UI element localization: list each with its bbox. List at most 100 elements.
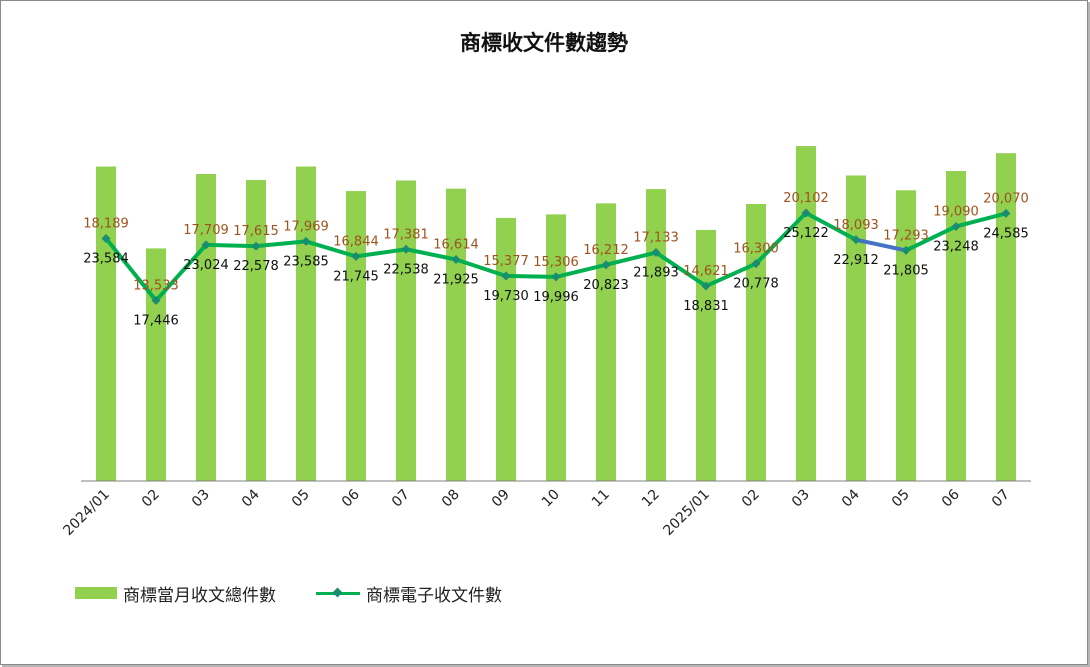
line-marker-17: [951, 221, 961, 231]
line-label-9: 15,306: [533, 255, 579, 270]
line-marker-16: [901, 245, 911, 255]
bar-label-5: 21,745: [333, 269, 379, 284]
bar-11: [646, 189, 666, 482]
bar-10: [596, 203, 616, 482]
line-label-3: 17,615: [233, 224, 279, 239]
line-segment-8: [504, 273, 558, 279]
line-segment-0: [104, 236, 158, 303]
line-marker-0: [101, 233, 111, 243]
line-segment-3: [254, 239, 308, 249]
bar-4: [296, 166, 316, 482]
line-segment-4: [304, 239, 358, 259]
bar-2: [196, 174, 216, 481]
line-marker-7: [451, 254, 461, 264]
x-tick-label-1: 02: [139, 487, 163, 511]
line-label-10: 16,212: [583, 243, 629, 258]
bar-label-14: 25,122: [783, 226, 829, 241]
x-tick-label-8: 09: [489, 487, 513, 511]
line-label-17: 19,090: [933, 204, 979, 219]
bar-12: [696, 229, 716, 481]
bar-13: [746, 203, 766, 481]
x-tick-label-0: 2024/01: [60, 487, 112, 539]
bar-label-2: 23,024: [183, 258, 229, 273]
line-segment-16: [904, 224, 958, 253]
bar-label-16: 21,805: [883, 263, 929, 278]
line-marker-6: [401, 244, 411, 254]
line-segment-14: [804, 210, 858, 242]
line-label-7: 16,614: [433, 237, 479, 252]
legend-line-label: 商標電子收文件數: [366, 585, 502, 606]
line-label-13: 16,300: [733, 242, 779, 257]
bar-label-9: 19,996: [533, 290, 579, 305]
x-tick-label-4: 05: [289, 487, 313, 511]
line-segment-15: [854, 237, 908, 253]
line-marker-3: [251, 241, 261, 251]
bar-1: [146, 248, 166, 481]
line-marker-14: [801, 208, 811, 218]
bar-label-3: 22,578: [233, 259, 279, 274]
bar-15: [846, 175, 866, 482]
line-marker-18: [1001, 208, 1011, 218]
line-label-8: 15,377: [483, 254, 529, 269]
line-segment-10: [604, 250, 658, 267]
bar-label-10: 20,823: [583, 278, 629, 293]
bar-3: [246, 179, 266, 481]
line-label-6: 17,381: [383, 227, 429, 242]
line-segment-1: [154, 242, 208, 303]
line-marker-15: [851, 235, 861, 245]
bar-label-4: 23,585: [283, 254, 329, 269]
x-tick-label-6: 07: [389, 487, 413, 511]
bar-16: [896, 190, 916, 481]
line-marker-13: [751, 259, 761, 269]
bar-label-11: 21,893: [633, 266, 679, 281]
line-marker-5: [351, 251, 361, 261]
line-marker-10: [601, 260, 611, 270]
line-marker-11: [651, 248, 661, 258]
x-tick-label-15: 04: [839, 486, 863, 510]
line-label-11: 17,133: [633, 231, 679, 246]
bar-label-17: 23,248: [933, 239, 979, 254]
line-label-12: 14,621: [683, 264, 729, 279]
line-marker-2: [201, 240, 211, 250]
chart-title: 商標收文件數趨勢: [460, 31, 628, 55]
bar-18: [996, 153, 1016, 481]
x-tick-label-16: 05: [889, 487, 913, 511]
bar-label-12: 18,831: [683, 299, 729, 314]
line-segment-9: [554, 262, 608, 279]
bar-label-13: 20,778: [733, 277, 779, 292]
x-tick-label-9: 10: [539, 487, 563, 511]
x-tick-label-12: 2025/01: [660, 487, 712, 539]
line-label-0: 18,189: [83, 216, 129, 231]
x-tick-label-13: 02: [739, 487, 763, 511]
x-tick-label-7: 08: [439, 487, 463, 511]
line-segment-12: [704, 261, 758, 289]
line-marker-8: [501, 271, 511, 281]
line-label-16: 17,293: [883, 228, 929, 243]
x-tick-label-11: 12: [639, 487, 663, 511]
line-label-2: 17,709: [183, 223, 229, 238]
bar-label-0: 23,584: [83, 251, 129, 266]
line-label-14: 20,102: [783, 191, 829, 206]
chart-legend: 商標當月收文總件數 商標電子收文件數: [75, 581, 542, 606]
line-segment-6: [404, 247, 458, 262]
bar-label-1: 17,446: [133, 314, 179, 329]
line-segment-11: [654, 250, 708, 289]
bar-5: [346, 191, 366, 482]
line-label-15: 18,093: [833, 218, 879, 233]
line-segment-17: [954, 211, 1008, 229]
bar-14: [796, 146, 816, 482]
line-segment-7: [454, 257, 508, 278]
bar-label-8: 19,730: [483, 289, 529, 304]
legend-bar-swatch: [75, 587, 117, 599]
line-segment-5: [354, 247, 408, 259]
x-tick-label-17: 06: [939, 486, 963, 510]
bar-6: [396, 180, 416, 481]
bar-label-18: 24,585: [983, 226, 1029, 241]
line-label-4: 17,969: [283, 219, 329, 234]
line-marker-1: [151, 296, 161, 306]
legend-line-swatch: [316, 587, 360, 599]
bar-label-15: 22,912: [833, 253, 879, 268]
bar-label-7: 21,925: [433, 272, 479, 287]
